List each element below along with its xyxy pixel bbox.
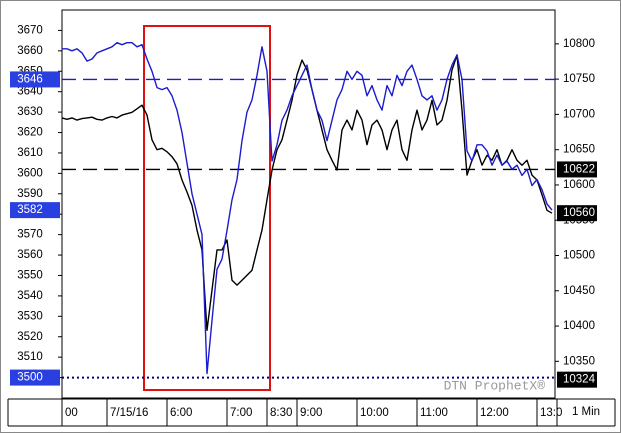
x-tick-label: 10:00 xyxy=(360,407,389,419)
price-marker-label: 10324 xyxy=(563,374,596,386)
price-marker-box xyxy=(10,369,60,386)
price-marker-box xyxy=(557,161,597,178)
y2-tick-label: 10500 xyxy=(563,250,595,262)
y-tick-label: 3670 xyxy=(17,24,43,36)
y-tick-label: 3610 xyxy=(17,147,43,159)
price-marker-label: 10622 xyxy=(563,163,595,175)
y-tick-label: 3520 xyxy=(17,331,43,343)
x-tick-label: 6:00 xyxy=(170,407,192,419)
x-tick-label: 9:00 xyxy=(300,407,322,419)
x-tick-label: 12:00 xyxy=(480,407,509,419)
x-tick-label: 11:00 xyxy=(420,407,448,419)
x-tick-label: 00 xyxy=(65,407,78,419)
y2-tick-label: 10350 xyxy=(563,355,595,367)
price-marker-label: 10560 xyxy=(563,207,595,219)
y-tick-label: 3570 xyxy=(17,229,43,241)
price-marker-label: 3646 xyxy=(17,73,43,85)
y-tick-label: 3590 xyxy=(17,188,43,200)
price-marker-box xyxy=(557,205,597,222)
price-marker-box xyxy=(10,71,60,88)
x-tick-label: 7:00 xyxy=(230,407,252,419)
y2-tick-label: 10650 xyxy=(563,144,595,156)
y-tick-label: 3660 xyxy=(17,45,43,57)
price-line-series xyxy=(62,42,553,375)
y2-tick-label: 10600 xyxy=(563,179,595,191)
y2-tick-label: 10700 xyxy=(563,108,595,120)
watermark: DTN ProphetX® xyxy=(444,378,546,393)
x-tick-label: 13:0 xyxy=(540,407,562,419)
y2-tick-label: 10800 xyxy=(563,38,595,50)
y-tick-label: 3620 xyxy=(17,127,43,139)
interval-label: 1 Min xyxy=(572,406,600,418)
x-tick-label: 7/15/16 xyxy=(110,407,148,419)
price-line-series xyxy=(61,54,553,331)
y-tick-label: 3640 xyxy=(17,86,43,98)
y-tick-label: 3600 xyxy=(17,167,43,179)
y2-tick-label: 10450 xyxy=(563,285,595,297)
y-tick-label: 3550 xyxy=(17,270,43,282)
y-tick-label: 3630 xyxy=(17,106,43,118)
y-tick-label: 3530 xyxy=(17,310,43,322)
x-tick-label: 8:30 xyxy=(270,407,292,419)
y-tick-label: 3540 xyxy=(17,290,43,302)
highlight-box xyxy=(143,25,271,391)
y-tick-label: 3510 xyxy=(17,351,43,363)
y-tick-label: 3560 xyxy=(17,249,43,261)
price-marker-box xyxy=(557,371,597,388)
price-marker-box xyxy=(10,202,60,219)
y2-tick-label: 10400 xyxy=(563,320,595,332)
y2-tick-label: 10750 xyxy=(563,73,595,85)
price-marker-label: 3500 xyxy=(17,372,43,384)
price-marker-label: 3582 xyxy=(17,204,43,216)
plot-area xyxy=(61,9,556,399)
